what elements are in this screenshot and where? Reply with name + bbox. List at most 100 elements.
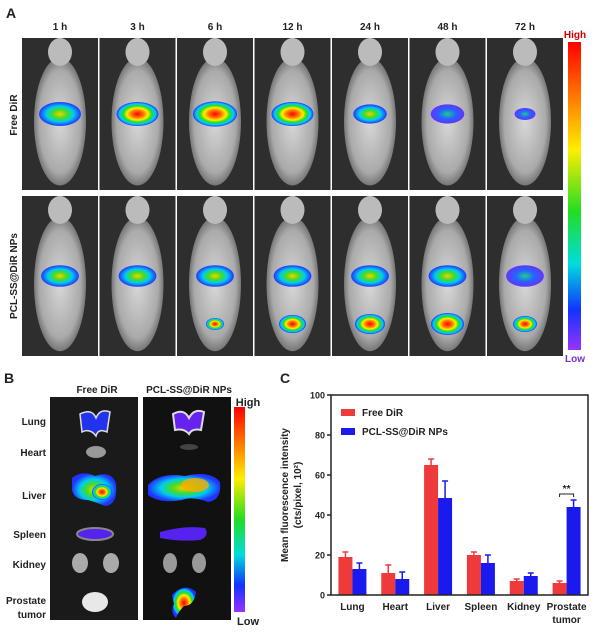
- bar-pcl-ss-dir-nps: [395, 579, 410, 595]
- significance-label: **: [563, 484, 571, 495]
- colorbar-a: [568, 42, 581, 350]
- legend-swatch: [341, 409, 355, 416]
- tumor-signal: [206, 318, 224, 330]
- timepoint-label: 1 h: [53, 22, 67, 33]
- plot-frame: [330, 394, 589, 596]
- fluorescence-signal: [196, 265, 234, 287]
- significance-bracket: [559, 493, 575, 497]
- colorbar-b-high: High: [236, 397, 261, 409]
- tumor-signal: [431, 313, 464, 335]
- fluorescence-signal: [506, 265, 544, 287]
- bar-pcl-ss-dir-nps: [566, 507, 581, 595]
- fluorescence-signal: [41, 265, 79, 287]
- timepoint-label: 72 h: [515, 22, 535, 33]
- fluorescence-signal: [192, 101, 238, 127]
- organ-label-spleen: Spleen: [13, 530, 46, 541]
- legend-label: Free DiR: [362, 408, 404, 419]
- colorbar-a-high: High: [564, 30, 586, 41]
- mouse-head: [358, 196, 382, 224]
- fluorescence-signal: [39, 102, 81, 126]
- x-tick-label: Kidney: [507, 602, 541, 613]
- colorbar-a-low: Low: [565, 354, 585, 365]
- x-tick-label: Heart: [382, 602, 408, 613]
- timepoint-label: 24 h: [360, 22, 380, 33]
- tumor-signal: [513, 316, 537, 332]
- colorbar-b-low: Low: [237, 616, 259, 628]
- y-tick-label: 60: [315, 471, 325, 481]
- bar-pcl-ss-dir-nps: [523, 576, 538, 595]
- y-tick-label: 100: [310, 391, 325, 401]
- organ-label-heart: Heart: [20, 448, 46, 459]
- organ-label-liver: Liver: [22, 491, 46, 502]
- fluorescence-signal: [118, 265, 157, 287]
- x-tick-label-line2: tumor: [552, 615, 580, 626]
- timepoint-label: 6 h: [208, 22, 222, 33]
- bar-free-dir: [424, 465, 439, 595]
- mouse-head: [125, 196, 150, 224]
- row-label-nps: PCL-SS@DiR NPs: [9, 233, 20, 319]
- tumor-signal: [355, 314, 385, 334]
- organ-label-tumor: tumor: [18, 610, 46, 621]
- y-tick-label: 80: [315, 431, 325, 441]
- mouse-head: [280, 196, 305, 224]
- mouse-head: [203, 196, 227, 224]
- bar-free-dir: [338, 557, 353, 595]
- fluorescence-signal: [428, 265, 467, 287]
- mouse-head: [125, 38, 150, 66]
- mouse-head: [435, 196, 460, 224]
- organ-label-lung: Lung: [22, 417, 46, 428]
- bar-free-dir: [466, 555, 481, 595]
- fluorescence-signal: [273, 265, 312, 287]
- mouse-head: [203, 38, 227, 66]
- fluorescence-signal: [351, 265, 389, 287]
- colorbar-b: [234, 407, 245, 612]
- timepoint-label: 12 h: [282, 22, 302, 33]
- ex-vivo-organs: [72, 409, 221, 618]
- bar-chart: 0 20 40 60 80 100 Lung Heart Liver Spleen Kidney Pr…: [310, 391, 589, 626]
- column-free-dir: Free DiR: [76, 385, 118, 396]
- fluorescence-signal: [271, 102, 314, 126]
- mouse-body: [499, 57, 551, 186]
- panel-c-label: C: [280, 370, 290, 386]
- legend-swatch: [341, 428, 355, 435]
- mouse-head: [513, 196, 537, 224]
- bar-free-dir: [381, 573, 396, 595]
- row-label-free-dir: Free DiR: [9, 94, 20, 136]
- mouse-head: [280, 38, 305, 66]
- bar-free-dir: [552, 583, 567, 595]
- ex-vivo-nps-image: [143, 397, 231, 620]
- mouse-head: [48, 196, 72, 224]
- column-nps: PCL-SS@DiR NPs: [146, 385, 232, 396]
- mouse-head: [358, 38, 382, 66]
- tumor-signal: [279, 315, 306, 333]
- x-tick-label: Lung: [340, 602, 364, 613]
- y-axis-label-line1: Mean fluorescence intensity: [280, 428, 291, 562]
- bar-free-dir: [509, 581, 524, 595]
- bar-pcl-ss-dir-nps: [438, 498, 453, 595]
- organ-label-prostate: Prostate: [6, 596, 46, 607]
- x-tick-label: Liver: [426, 602, 450, 613]
- y-tick-label: 20: [315, 551, 325, 561]
- legend-label: PCL-SS@DiR NPs: [362, 427, 448, 438]
- mouse-head: [48, 38, 72, 66]
- organ-label-kidney: Kidney: [13, 560, 47, 571]
- in-vivo-imaging-grid: 1 h 3 h 6 h 12 h 24 h 48 h 72 h: [22, 22, 563, 356]
- mouse-head: [435, 38, 460, 66]
- timepoint-label: 3 h: [130, 22, 144, 33]
- fluorescence-signal: [116, 102, 159, 126]
- fluorescence-signal: [514, 108, 536, 120]
- bar-pcl-ss-dir-nps: [480, 563, 495, 595]
- bar-pcl-ss-dir-nps: [352, 569, 367, 595]
- panel-b-label: B: [4, 370, 14, 386]
- mouse-head: [513, 38, 537, 66]
- x-tick-label: Spleen: [465, 602, 498, 613]
- panel-a-label: A: [6, 5, 16, 21]
- fluorescence-signal: [430, 104, 465, 124]
- x-tick-label: Prostate: [547, 602, 587, 613]
- y-tick-label: 40: [315, 511, 325, 521]
- y-axis-label-line2: (cts/pixel, 10²): [293, 462, 304, 529]
- y-tick-label: 0: [320, 591, 325, 601]
- fluorescence-signal: [353, 104, 387, 124]
